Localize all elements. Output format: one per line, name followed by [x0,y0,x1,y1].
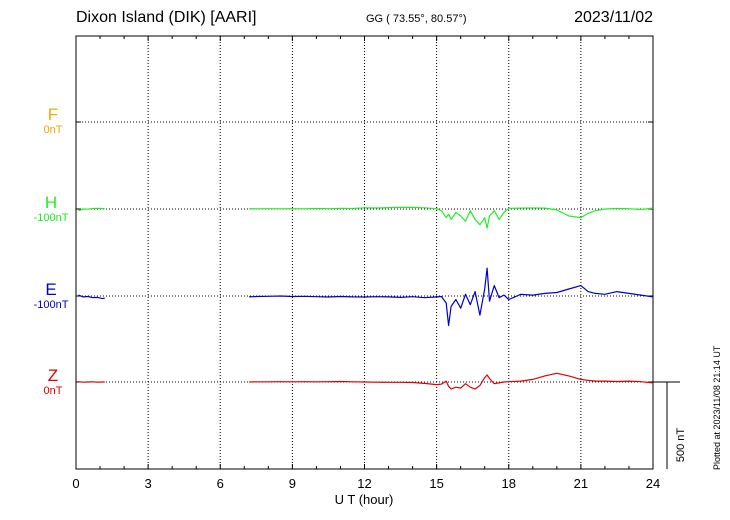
channel-name-h: H [44,193,58,212]
x-tick-label: 15 [429,476,443,491]
x-ticks: 0 3 6 9 12 15 18 21 24 [72,36,660,491]
channel-name-e: E [45,280,57,299]
trace-e-segment-0 [78,294,105,300]
channel-offset-f: 0nT [43,124,63,136]
channel-name-f: F [47,105,59,124]
trace-h-segment-0 [78,207,105,212]
channel-label-e: E -100nT [16,281,86,312]
x-tick-label: 12 [357,476,371,491]
x-tick-label: 6 [217,476,224,491]
trace-e-segment-1 [249,267,654,327]
x-tick-label: 0 [72,476,79,491]
x-tick-label: 9 [289,476,296,491]
channel-label-f: F 0nT [18,106,88,137]
geo-coordinates: GG ( 73.55°, 80.57°) [366,13,467,25]
station-title: Dixon Island (DIK) [AARI] [76,9,257,26]
trace-z-segment-0 [78,381,105,383]
chart-date: 2023/11/02 [574,9,653,26]
channel-name-z: Z [47,366,59,385]
trace-h-segment-1 [249,206,654,229]
scale-bar: 500 nT [653,381,687,469]
channel-label-z: Z 0nT [18,367,88,398]
scale-bar-label: 500 nT [675,428,687,463]
channel-label-h: H -100nT [16,194,86,225]
channel-offset-z: 0nT [43,385,63,397]
x-tick-label: 21 [574,476,588,491]
plotted-timestamp: Plotted at 2023/11/08 21:14 UT [712,345,722,470]
channel-offset-h: -100nT [33,212,69,224]
x-tick-label: 18 [502,476,516,491]
grid-lines [76,36,653,469]
channel-offset-e: -100nT [33,299,69,311]
trace-z-segment-1 [249,372,654,390]
x-tick-label: 3 [145,476,152,491]
traces [78,206,654,390]
x-tick-label: 24 [646,476,660,491]
x-axis-label: U T (hour) [335,492,394,507]
